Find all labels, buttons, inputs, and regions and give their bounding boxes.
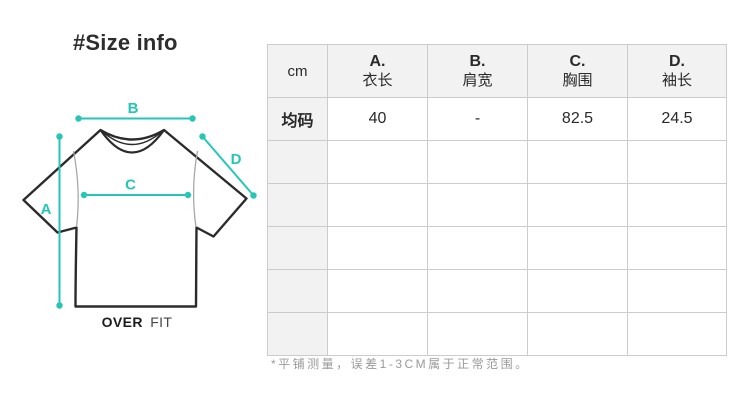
size-row-empty [267,312,727,356]
empty-cell [527,183,628,227]
column-name: 胸围 [562,72,593,89]
empty-cell [627,140,727,184]
empty-cell [427,226,528,270]
size-row-empty [267,183,727,227]
measure-label-b: B [128,100,139,117]
tshirt-measurement-diagram: A B C D [22,100,257,309]
size-name-cell: 均码 [267,97,328,141]
column-name: 衣长 [362,72,393,89]
measure-dot-c-right [184,191,192,199]
value-cell-length: 40 [327,97,428,141]
collar-inner-line [101,130,163,146]
empty-cell [327,226,428,270]
measure-label-c: C [125,177,136,194]
measure-line-d [201,135,255,197]
empty-cell [527,140,628,184]
column-letter: B. [469,53,486,70]
empty-cell [527,226,628,270]
column-header-length: A. 衣长 [327,44,428,98]
empty-cell [627,183,727,227]
empty-cell [327,183,428,227]
fit-label: OVER FIT [0,314,274,330]
fit-label-bold: OVER [101,314,143,330]
size-row-one-size: 均码 40 - 82.5 24.5 [267,97,727,141]
empty-cell [267,312,328,356]
tshirt-outline [22,128,248,308]
measure-dot-d-top [199,133,206,140]
size-table-body: 均码 40 - 82.5 24.5 [267,97,727,356]
empty-cell [327,312,428,356]
empty-cell [627,226,727,270]
empty-cell [267,183,328,227]
empty-cell [527,269,628,313]
measure-dot-a-bottom [56,302,63,309]
column-header-sleeve: D. 袖长 [627,44,727,98]
measurement-note: *平铺测量，误差1-3CM属于正常范围。 [271,357,530,371]
right-armhole-seam [192,150,199,228]
measure-dot-c-left [80,191,88,199]
size-row-empty [267,140,727,184]
column-letter: D. [669,53,685,70]
size-table-header-row: cm A. 衣长 B. 肩宽 C. 胸围 D. 袖长 [267,44,727,98]
empty-cell [267,226,328,270]
value-cell-shoulder: - [427,97,528,141]
column-name: 袖长 [661,72,692,89]
column-header-shoulder: B. 肩宽 [427,44,528,98]
column-header-chest: C. 胸围 [527,44,628,98]
empty-cell [427,269,528,313]
unit-header-cell: cm [267,44,328,98]
size-row-empty [267,269,727,313]
empty-cell [427,183,528,227]
measure-dot-d-bottom [250,192,257,199]
measure-dot-b-right [189,115,196,122]
left-armhole-seam [72,150,79,228]
size-row-empty [267,226,727,270]
page-title: #Size info [73,30,178,55]
value-cell-chest: 82.5 [527,97,628,141]
measure-dot-b-left [75,115,82,122]
value-cell-sleeve: 24.5 [627,97,727,141]
empty-cell [527,312,628,356]
empty-cell [267,269,328,313]
fit-label-regular: FIT [150,314,173,330]
empty-cell [267,140,328,184]
empty-cell [427,312,528,356]
column-name: 肩宽 [462,72,493,89]
measure-label-a: A [41,201,52,218]
empty-cell [327,269,428,313]
empty-cell [427,140,528,184]
empty-cell [627,312,727,356]
column-letter: C. [569,53,586,70]
collar-band-line [99,129,165,154]
empty-cell [627,269,727,313]
size-table: cm A. 衣长 B. 肩宽 C. 胸围 D. 袖长 [267,44,727,356]
measure-label-d: D [231,151,242,168]
measure-dot-a-top [56,133,63,140]
empty-cell [327,140,428,184]
column-letter: A. [369,53,386,70]
